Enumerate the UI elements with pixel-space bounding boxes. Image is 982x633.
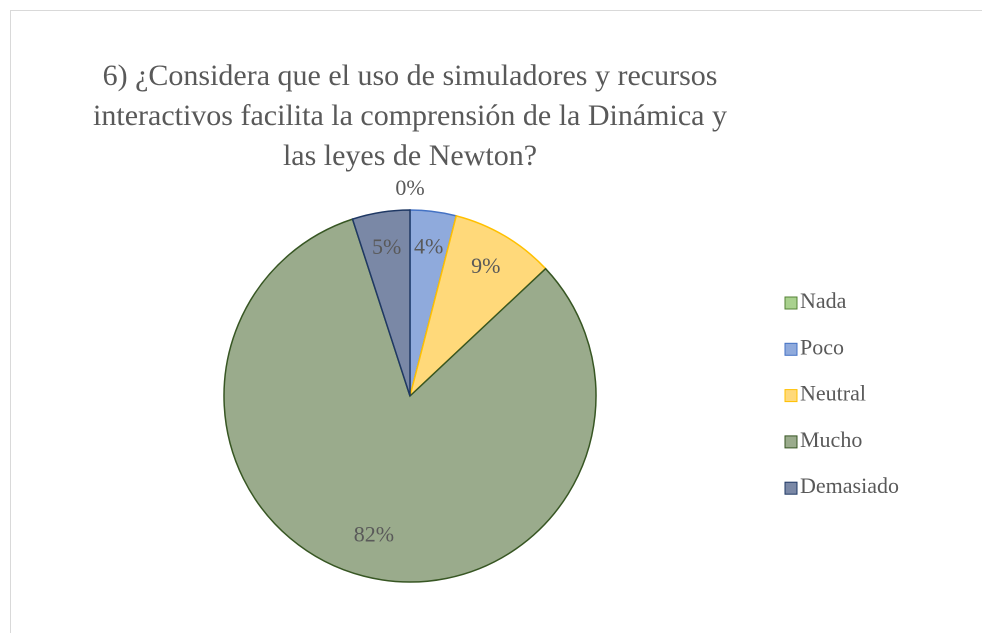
chart-title: 6) ¿Considera que el uso de simuladores … <box>93 59 727 172</box>
data-label: 82% <box>354 522 394 547</box>
legend-swatch <box>784 481 798 495</box>
pie-slice <box>223 218 597 583</box>
legend-swatch <box>784 296 798 310</box>
legend-label: Demasiado <box>800 473 899 498</box>
data-label: 9% <box>471 253 500 278</box>
legend-swatch <box>784 342 798 356</box>
legend-label: Mucho <box>800 427 862 452</box>
legend-swatch <box>784 435 798 449</box>
data-label: 4% <box>414 233 443 258</box>
chart-border <box>10 10 982 633</box>
legend-label: Poco <box>800 334 844 359</box>
pie-slice <box>408 214 547 399</box>
legend-label: Nada <box>800 288 847 313</box>
data-label: 0% <box>395 175 424 200</box>
data-label: 5% <box>372 234 401 259</box>
legend-swatch <box>784 389 798 403</box>
legend-label: Neutral <box>800 381 866 406</box>
pie-slice <box>351 209 411 397</box>
